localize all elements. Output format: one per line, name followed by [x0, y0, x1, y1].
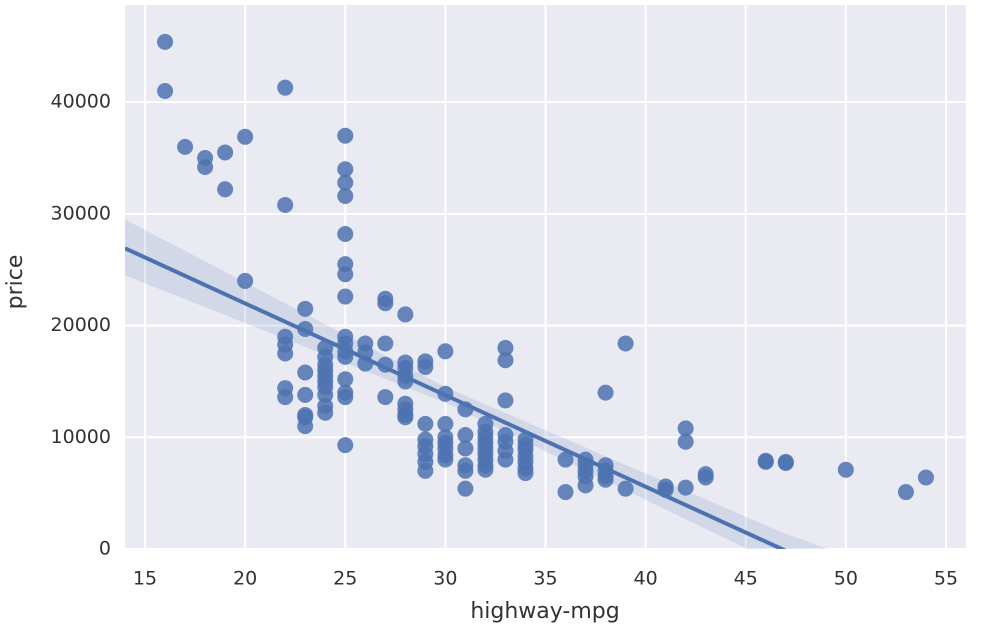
point [277, 389, 294, 406]
point [337, 371, 354, 388]
x-tick-label: 45 [734, 568, 758, 590]
x-tick-label: 55 [934, 568, 958, 590]
point [337, 174, 354, 191]
point [457, 440, 474, 457]
point [297, 386, 314, 403]
point [757, 453, 774, 470]
y-axis-label: price [3, 255, 28, 310]
point [377, 389, 394, 406]
point [237, 272, 254, 289]
x-tick-label: 20 [233, 568, 257, 590]
x-tick-label: 15 [133, 568, 157, 590]
point [417, 358, 434, 375]
point [457, 480, 474, 497]
point [377, 335, 394, 352]
y-tick-label: 0 [99, 538, 111, 560]
point [337, 389, 354, 406]
point [157, 33, 174, 50]
point [217, 181, 234, 198]
point [237, 128, 254, 145]
point [897, 484, 914, 501]
point [697, 469, 714, 486]
point [297, 300, 314, 317]
x-tick-label: 25 [333, 568, 357, 590]
point [157, 83, 174, 100]
point [277, 79, 294, 96]
fit-line [125, 246, 787, 549]
point [837, 461, 854, 478]
point [517, 465, 534, 482]
point [457, 427, 474, 444]
point [777, 454, 794, 471]
point [617, 335, 634, 352]
point [477, 461, 494, 478]
point [337, 266, 354, 283]
point [557, 484, 574, 501]
point [177, 138, 194, 155]
point [917, 469, 934, 486]
point [417, 415, 434, 432]
point [417, 462, 434, 479]
point [437, 343, 454, 360]
point [597, 384, 614, 401]
point [197, 158, 214, 175]
point [337, 437, 354, 454]
point [617, 480, 634, 497]
y-tick-label: 20000 [51, 314, 111, 336]
point [337, 225, 354, 242]
point [677, 479, 694, 496]
point [497, 339, 514, 356]
point [337, 127, 354, 144]
x-tick-label: 35 [533, 568, 557, 590]
point [577, 477, 594, 494]
point [497, 352, 514, 369]
point [557, 451, 574, 468]
point [297, 364, 314, 381]
point [317, 404, 334, 421]
x-tick-label: 50 [834, 568, 858, 590]
point [437, 415, 454, 432]
point [677, 420, 694, 437]
y-tick-label: 10000 [51, 426, 111, 448]
point [297, 418, 314, 435]
point [677, 433, 694, 450]
point [217, 144, 234, 161]
point [337, 161, 354, 178]
point [597, 471, 614, 488]
point [397, 306, 414, 323]
x-axis-label: highway-mpg [470, 599, 619, 624]
y-tick-label: 30000 [51, 202, 111, 224]
point [497, 451, 514, 468]
point [397, 409, 414, 426]
point [457, 462, 474, 479]
point [317, 386, 334, 403]
fit-line-layer [125, 246, 787, 549]
point [337, 288, 354, 305]
x-tick-label: 40 [634, 568, 658, 590]
point [337, 188, 354, 205]
point [377, 295, 394, 312]
point [277, 196, 294, 213]
y-tick-label: 40000 [51, 91, 111, 113]
point [277, 345, 294, 362]
point [437, 451, 454, 468]
point [497, 392, 514, 409]
x-tick-label: 30 [433, 568, 457, 590]
